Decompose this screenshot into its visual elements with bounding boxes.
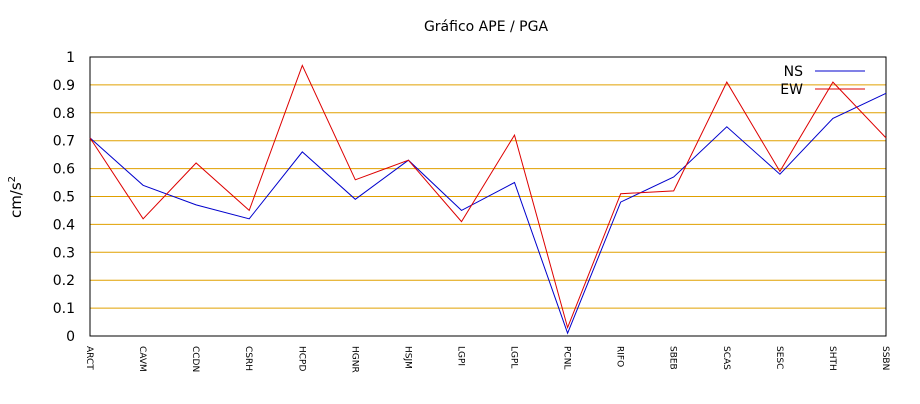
x-tick-label: HCPD <box>296 346 306 371</box>
x-tick-label: SSBN <box>880 346 890 370</box>
x-tick-label: PCNL <box>562 346 572 369</box>
y-axis-label-exponent: 2 <box>7 176 18 182</box>
y-tick-label: 0.6 <box>53 162 75 178</box>
y-tick-label: 1 <box>66 50 75 66</box>
x-tick-label: HSJM <box>402 346 412 369</box>
y-tick-label: 0.8 <box>53 106 75 122</box>
y-tick-label: 0.1 <box>53 301 75 317</box>
series-layer <box>89 64 887 335</box>
y-tick-label: 0.2 <box>53 273 75 289</box>
x-tick-label: ARCT <box>84 346 94 370</box>
legend-label-ns: NS <box>784 64 803 80</box>
x-tick-label: CSRH <box>243 346 253 371</box>
x-tick-label: SHTH <box>827 346 837 371</box>
y-axis-label: cm/s2 <box>7 176 25 218</box>
series-line-ew <box>89 64 887 330</box>
series-line-ns <box>89 92 887 335</box>
x-tick-label: LGPI <box>455 346 465 366</box>
y-tick-label: 0.3 <box>53 245 75 261</box>
x-tick-label: RIFO <box>615 346 625 367</box>
plot-frame <box>89 56 887 337</box>
x-tick-label: CAVM <box>137 346 147 372</box>
y-tick-label: 0 <box>66 329 75 345</box>
axis-layer: 0 0.1 0.2 0.3 0.4 0.5 0.6 0.7 0.8 0.9 1 ARCT CAVM CCD… <box>53 50 890 373</box>
y-axis-label-unit: cm/s <box>7 182 25 218</box>
x-tick-label: SESC <box>774 346 784 369</box>
x-tick-label: SBEB <box>668 346 678 370</box>
y-tick-label: 0.9 <box>53 78 75 94</box>
chart-title: Gráfico APE / PGA <box>424 19 548 35</box>
x-tick-label: CCDN <box>190 346 200 372</box>
y-tick-label: 0.5 <box>53 190 75 206</box>
legend-label-ew: EW <box>780 82 803 98</box>
legend: NS EW <box>780 64 865 98</box>
y-tick-label: 0.7 <box>53 134 75 150</box>
x-tick-label: HGNR <box>349 346 359 373</box>
x-tick-label: SCAS <box>721 346 731 370</box>
y-tick-label: 0.4 <box>53 217 75 233</box>
x-tick-label: LGPL <box>509 346 519 368</box>
